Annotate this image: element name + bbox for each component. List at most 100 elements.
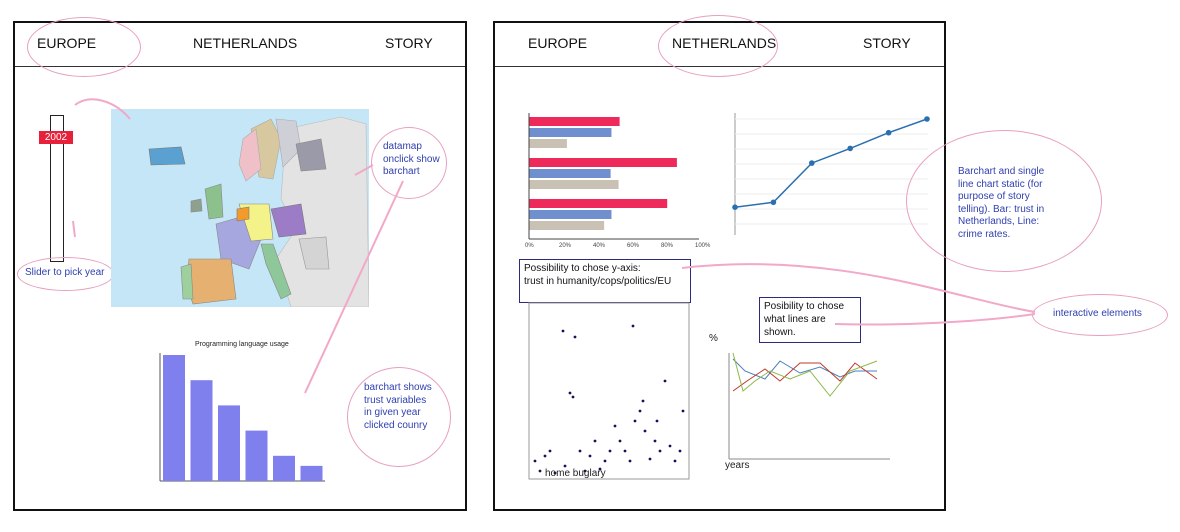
scatter-point bbox=[588, 454, 592, 458]
scatter-point bbox=[543, 454, 547, 458]
scatter-point bbox=[553, 471, 557, 475]
barchart-bar bbox=[245, 430, 268, 481]
crime-line bbox=[734, 118, 928, 208]
arrow-slider-to-map bbox=[74, 98, 131, 120]
europe-data-map[interactable] bbox=[111, 109, 369, 307]
barchart-title: Programming language usage bbox=[195, 341, 289, 348]
crime-line-point bbox=[732, 204, 738, 210]
hbar-tick-label: 0% bbox=[525, 243, 534, 249]
scatter-point bbox=[633, 419, 637, 423]
lines-x-label: years bbox=[725, 460, 750, 471]
linechart-svg bbox=[732, 113, 930, 235]
map-italy bbox=[260, 243, 292, 300]
scatter-point bbox=[618, 439, 622, 443]
scatter-point bbox=[608, 449, 612, 453]
crime-line-chart bbox=[723, 109, 933, 239]
barchart-bar bbox=[163, 355, 185, 481]
hbar-bar bbox=[529, 199, 668, 208]
scatter-point bbox=[613, 424, 617, 428]
map-netherlands bbox=[236, 206, 250, 222]
scatter-point bbox=[538, 469, 542, 473]
scatter-point bbox=[533, 459, 537, 463]
scatter-point bbox=[571, 395, 575, 399]
scatter-point bbox=[563, 464, 567, 468]
yaxis-selector-title: Possibility to chose y-axis: bbox=[524, 263, 641, 274]
scatter-point bbox=[663, 379, 667, 383]
hbar-bar bbox=[529, 139, 567, 148]
hbar-bar bbox=[529, 180, 619, 189]
barchart-note-oval bbox=[347, 367, 451, 467]
left-arrows bbox=[72, 98, 404, 394]
multiline-svg bbox=[728, 352, 890, 460]
hbar-bar bbox=[529, 210, 612, 219]
trust-barchart: Programming language usage bbox=[135, 341, 335, 491]
scatter-point bbox=[658, 449, 662, 453]
scatter-plot bbox=[515, 301, 695, 483]
series-line-red bbox=[732, 362, 878, 392]
scatter-x-label: home buglary bbox=[545, 468, 606, 479]
barchart-bar bbox=[190, 380, 213, 481]
static-charts-note: Barchart and single line chart static (f… bbox=[958, 166, 1045, 240]
scatter-frame bbox=[528, 302, 690, 480]
scatter-point bbox=[623, 449, 627, 453]
hbar-tick-label: 20% bbox=[559, 243, 572, 249]
scatter-point bbox=[593, 439, 597, 443]
trust-netherlands-barchart: 0% 20% 40% 60% 80% 100% bbox=[503, 109, 713, 249]
year-slider-handle[interactable]: 2002 bbox=[39, 131, 73, 144]
scatter-point bbox=[598, 467, 602, 471]
barchart-bar bbox=[273, 455, 295, 481]
highlight-europe-oval bbox=[27, 17, 141, 77]
lines-selector-box[interactable]: Posibility to chose what lines are shown… bbox=[759, 297, 861, 343]
hbar-bar bbox=[529, 169, 611, 178]
scatter-point bbox=[573, 335, 577, 339]
scatter-point bbox=[568, 391, 572, 395]
barchart-svg bbox=[159, 353, 325, 482]
barchart-bar bbox=[218, 405, 240, 481]
hbar-bar bbox=[529, 117, 620, 126]
crime-line-point bbox=[847, 145, 853, 152]
crime-line-point bbox=[885, 129, 892, 136]
scatter-point bbox=[561, 329, 565, 333]
crime-line-point bbox=[770, 199, 777, 206]
scatter-point bbox=[583, 469, 587, 473]
interactive-elements-note: interactive elements bbox=[1053, 308, 1142, 319]
multi-line-chart bbox=[725, 351, 895, 461]
lines-y-label: % bbox=[709, 333, 718, 344]
scatter-point bbox=[643, 429, 647, 433]
nav-europe[interactable]: EUROPE bbox=[528, 35, 588, 51]
hbar-tick-label: 80% bbox=[661, 243, 674, 249]
scatter-point bbox=[648, 457, 652, 461]
map-poland bbox=[270, 203, 307, 238]
arrow-note-to-slider bbox=[72, 220, 76, 238]
nav-netherlands[interactable]: NETHERLANDS bbox=[193, 35, 298, 51]
map-baltic bbox=[295, 138, 327, 172]
hbar-svg: 0% 20% 40% 60% 80% 100% bbox=[525, 113, 711, 249]
scatter-point bbox=[673, 459, 677, 463]
scatter-svg bbox=[528, 302, 690, 480]
scatter-point bbox=[678, 449, 682, 453]
scatter-point bbox=[638, 409, 642, 413]
datamap-note: datamap onclick show barchart bbox=[383, 141, 440, 177]
scatter-point bbox=[653, 439, 657, 443]
scatter-point bbox=[641, 399, 645, 403]
scatter-point bbox=[628, 459, 632, 463]
arrow-map-to-barchart bbox=[304, 180, 404, 394]
scatter-point bbox=[655, 419, 659, 423]
nav-story[interactable]: STORY bbox=[385, 35, 433, 51]
scatter-point bbox=[668, 444, 672, 448]
yaxis-selector-box[interactable]: Possibility to chose y-axis: trust in hu… bbox=[519, 259, 691, 303]
hbar-tick-label: 60% bbox=[627, 243, 640, 249]
arrow-note-to-map bbox=[354, 164, 374, 176]
series-line-blue bbox=[732, 358, 877, 380]
scatter-point bbox=[548, 449, 552, 453]
map-norway bbox=[238, 128, 262, 182]
hbar-tick-label: 40% bbox=[593, 243, 606, 249]
hbar-bar bbox=[529, 221, 605, 230]
map-uk bbox=[204, 183, 224, 220]
nav-story[interactable]: STORY bbox=[863, 35, 911, 51]
datamap-note-oval bbox=[371, 127, 447, 199]
yaxis-selector-options: trust in humanity/cops/politics/EU bbox=[524, 276, 672, 287]
series-line-green bbox=[732, 352, 878, 397]
scatter-point bbox=[631, 324, 635, 328]
scatter-point bbox=[681, 409, 685, 413]
